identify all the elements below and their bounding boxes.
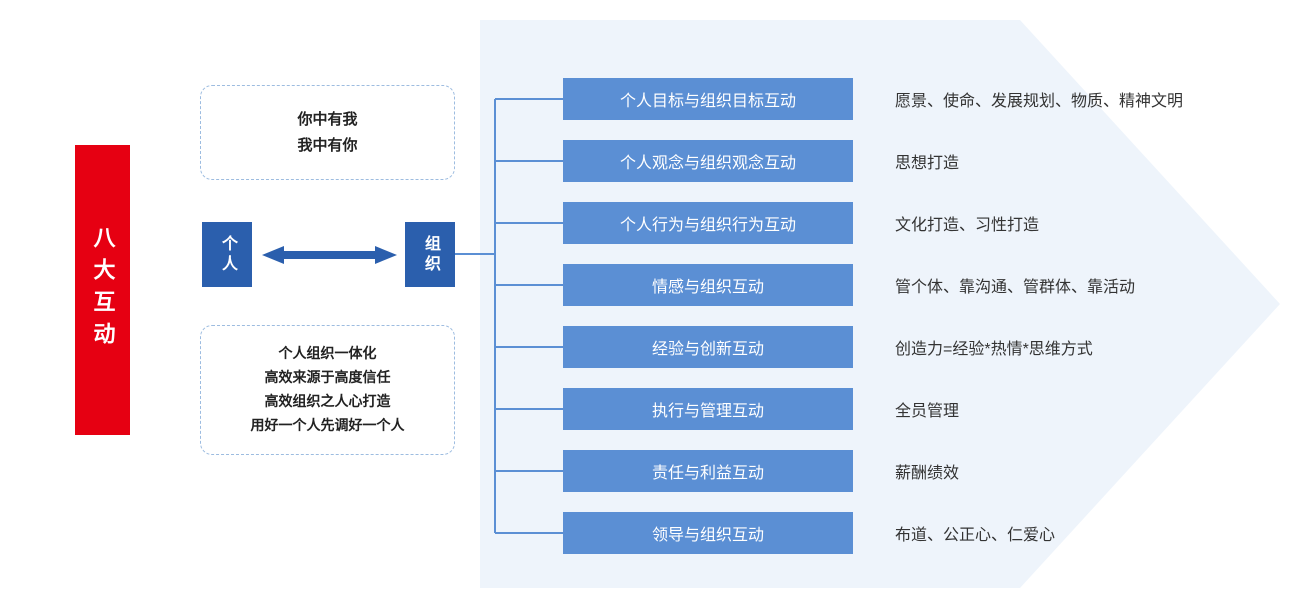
interaction-bar: 责任与利益互动 xyxy=(563,450,853,492)
concept-bot-line2: 高效来源于高度信任 xyxy=(265,366,391,390)
concept-bot-line1: 个人组织一体化 xyxy=(279,342,377,366)
title-block: 八大互动 xyxy=(75,145,130,435)
title-text: 八大互动 xyxy=(87,226,119,354)
interaction-desc-text: 全员管理 xyxy=(895,397,959,421)
interaction-desc-text: 布道、公正心、仁爱心 xyxy=(895,521,1055,545)
node-person: 个人 xyxy=(202,222,252,287)
interaction-bar: 个人目标与组织目标互动 xyxy=(563,78,853,120)
interaction-bar-label: 经验与创新互动 xyxy=(652,335,764,359)
interaction-bar-label: 责任与利益互动 xyxy=(652,459,764,483)
interaction-desc-text: 创造力=经验*热情*思维方式 xyxy=(895,335,1093,359)
interaction-desc: 全员管理 xyxy=(895,388,959,430)
interaction-bar-label: 执行与管理互动 xyxy=(652,397,764,421)
connector-tree xyxy=(455,70,575,550)
interaction-desc: 薪酬绩效 xyxy=(895,450,959,492)
interaction-desc-text: 思想打造 xyxy=(895,149,959,173)
concept-bot-line3: 高效组织之人心打造 xyxy=(265,390,391,414)
node-org: 组织 xyxy=(405,222,455,287)
interaction-desc-text: 管个体、靠沟通、管群体、靠活动 xyxy=(895,273,1135,297)
interaction-desc: 布道、公正心、仁爱心 xyxy=(895,512,1055,554)
interaction-desc-text: 薪酬绩效 xyxy=(895,459,959,483)
concept-top-line2: 我中有你 xyxy=(297,133,357,159)
interaction-bar-label: 情感与组织互动 xyxy=(652,273,764,297)
node-org-label: 组织 xyxy=(420,235,440,275)
interaction-desc: 创造力=经验*热情*思维方式 xyxy=(895,326,1093,368)
interaction-desc-text: 愿景、使命、发展规划、物质、精神文明 xyxy=(895,87,1183,111)
interaction-bar-label: 领导与组织互动 xyxy=(652,521,764,545)
interaction-desc: 文化打造、习性打造 xyxy=(895,202,1039,244)
interaction-bar-label: 个人行为与组织行为互动 xyxy=(620,211,796,235)
bidirectional-arrow-icon xyxy=(262,246,397,264)
diagram-canvas: 八大互动 你中有我 我中有你 个人组织一体化 高效来源于高度信任 高效组织之人心… xyxy=(0,0,1300,608)
interaction-desc: 思想打造 xyxy=(895,140,959,182)
interaction-bar: 经验与创新互动 xyxy=(563,326,853,368)
interaction-bar: 情感与组织互动 xyxy=(563,264,853,306)
interaction-bar: 个人观念与组织观念互动 xyxy=(563,140,853,182)
interaction-desc-text: 文化打造、习性打造 xyxy=(895,211,1039,235)
interaction-bar: 执行与管理互动 xyxy=(563,388,853,430)
concept-top-line1: 你中有我 xyxy=(297,107,357,133)
interaction-bar-label: 个人目标与组织目标互动 xyxy=(620,87,796,111)
interaction-bar-label: 个人观念与组织观念互动 xyxy=(620,149,796,173)
node-person-label: 个人 xyxy=(217,235,237,275)
interaction-desc: 管个体、靠沟通、管群体、靠活动 xyxy=(895,264,1135,306)
concept-bot-line4: 用好一个人先调好一个人 xyxy=(251,414,405,438)
interaction-desc: 愿景、使命、发展规划、物质、精神文明 xyxy=(895,78,1183,120)
concept-box-bottom: 个人组织一体化 高效来源于高度信任 高效组织之人心打造 用好一个人先调好一个人 xyxy=(200,325,455,455)
interaction-bar: 个人行为与组织行为互动 xyxy=(563,202,853,244)
concept-box-top: 你中有我 我中有你 xyxy=(200,85,455,180)
interaction-bar: 领导与组织互动 xyxy=(563,512,853,554)
